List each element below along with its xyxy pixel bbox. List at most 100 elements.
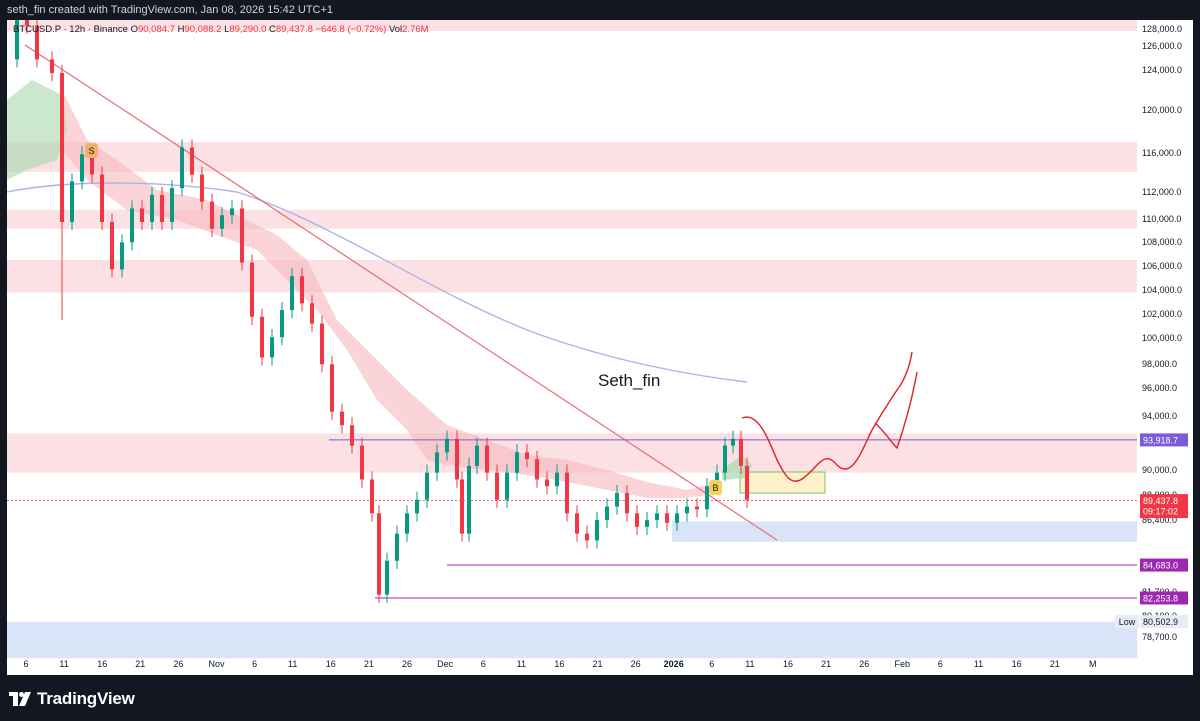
candle — [270, 337, 274, 358]
y-axis-tick-label: 98,000.0 — [1142, 359, 1177, 369]
buy-marker[interactable] — [709, 480, 722, 495]
x-axis-tick-label: 6 — [481, 659, 486, 669]
chart-credit: seth_fin created with TradingView.com, J… — [7, 4, 334, 16]
x-axis-tick-label: 16 — [1012, 659, 1022, 669]
x-axis-tick-label: 11 — [288, 659, 297, 669]
candle — [665, 513, 669, 523]
candle — [723, 445, 727, 473]
chart-panel[interactable]: S B Seth_fin 128,000.0 126,000.0 124,000.0 120… — [7, 20, 1193, 675]
candle — [350, 425, 354, 446]
target-box — [739, 471, 826, 494]
candle — [425, 472, 429, 500]
x-axis-tick-label: Feb — [895, 659, 911, 669]
candle — [495, 472, 499, 500]
price-label-value: 80,502.9 — [1143, 617, 1178, 627]
candle — [415, 499, 419, 514]
marker-label: S — [88, 146, 94, 156]
candle — [705, 486, 709, 510]
candle — [15, 20, 19, 60]
candle — [80, 154, 84, 182]
candle — [385, 560, 389, 595]
candle — [110, 222, 114, 270]
x-axis-tick-label: 16 — [783, 659, 793, 669]
marker-label: B — [712, 483, 718, 493]
candle — [595, 520, 599, 541]
candle — [150, 194, 154, 222]
legend-symbol: BTCUSD.P · 12h · Binance — [13, 24, 128, 35]
candle — [545, 479, 549, 487]
candle — [515, 452, 519, 473]
candle — [460, 479, 464, 534]
candle — [320, 323, 324, 365]
supply-zone — [7, 259, 1137, 293]
candle — [555, 472, 559, 487]
candle — [230, 208, 234, 216]
candle — [370, 479, 374, 514]
x-axis-tick-label: 21 — [1050, 659, 1060, 669]
y-axis-tick-label: 108,000.0 — [1142, 237, 1182, 247]
demand-zone — [672, 521, 1137, 542]
legend-vol: 2.76M — [402, 24, 429, 35]
sell-marker[interactable] — [85, 143, 98, 158]
candle — [250, 262, 254, 317]
x-axis-tick-label: 16 — [554, 659, 564, 669]
y-axis-tick-label: 94,000.0 — [1142, 411, 1177, 421]
candle — [585, 533, 589, 541]
price-label-value: 82,253.8 — [1143, 593, 1178, 603]
candle — [675, 513, 679, 523]
candle — [575, 513, 579, 534]
y-axis-tick-label: 100,000.0 — [1142, 333, 1182, 343]
supply-zone — [7, 209, 1137, 229]
price-chart[interactable]: S B Seth_fin 128,000.0 126,000.0 124,000.0 120… — [7, 20, 1193, 675]
candle — [100, 174, 104, 222]
candle — [35, 25, 39, 60]
candle — [200, 174, 204, 202]
candle — [475, 445, 479, 466]
x-axis-tick-label: 11 — [517, 659, 526, 669]
legend-open: 90,084.7 — [137, 24, 175, 35]
candle — [745, 465, 749, 500]
legend-low-label: L — [224, 24, 230, 35]
candle — [300, 276, 304, 304]
price-label-value: 89,437.8 — [1143, 496, 1178, 506]
candle — [360, 445, 364, 480]
candle — [485, 445, 489, 473]
y-axis-tick-label: 120,000.0 — [1142, 105, 1182, 115]
candle — [605, 506, 609, 521]
ma-ribbon-bull — [7, 80, 67, 180]
supply-zone — [7, 20, 1137, 31]
candle — [739, 438, 743, 466]
candle — [240, 208, 244, 263]
tradingview-logo[interactable]: TradingView — [9, 689, 135, 709]
candle — [140, 208, 144, 222]
candle — [695, 506, 699, 510]
candle — [505, 472, 509, 500]
y-axis-tick-label: 78,700.0 — [1142, 632, 1177, 642]
candle — [130, 208, 134, 243]
candle — [395, 533, 399, 561]
candle — [615, 493, 619, 507]
x-axis-tick-label: 6 — [709, 659, 714, 669]
tradingview-logo-icon — [9, 692, 31, 706]
price-label-tag — [1140, 558, 1188, 572]
candle — [377, 513, 381, 595]
candle — [467, 465, 471, 534]
tradingview-brand: TradingView — [37, 689, 135, 708]
y-axis-tick-label: 124,000.0 — [1142, 65, 1182, 75]
candle — [655, 513, 659, 521]
candle — [120, 242, 124, 270]
legend-close: 89,437.8 — [275, 24, 313, 35]
x-axis-tick-label: 6 — [23, 659, 28, 669]
legend-low: 89,290.0 — [229, 24, 267, 35]
candle — [565, 472, 569, 514]
demand-zone — [7, 621, 1137, 659]
x-axis-tick-label: 26 — [402, 659, 412, 669]
footer-bar: TradingView — [0, 675, 1200, 721]
candle — [405, 513, 409, 534]
candle — [435, 452, 439, 473]
candle — [210, 201, 214, 229]
moving-average-line — [7, 182, 748, 383]
x-axis-tick-label: 21 — [821, 659, 831, 669]
price-label-tag — [1140, 494, 1188, 519]
candle — [685, 506, 689, 514]
